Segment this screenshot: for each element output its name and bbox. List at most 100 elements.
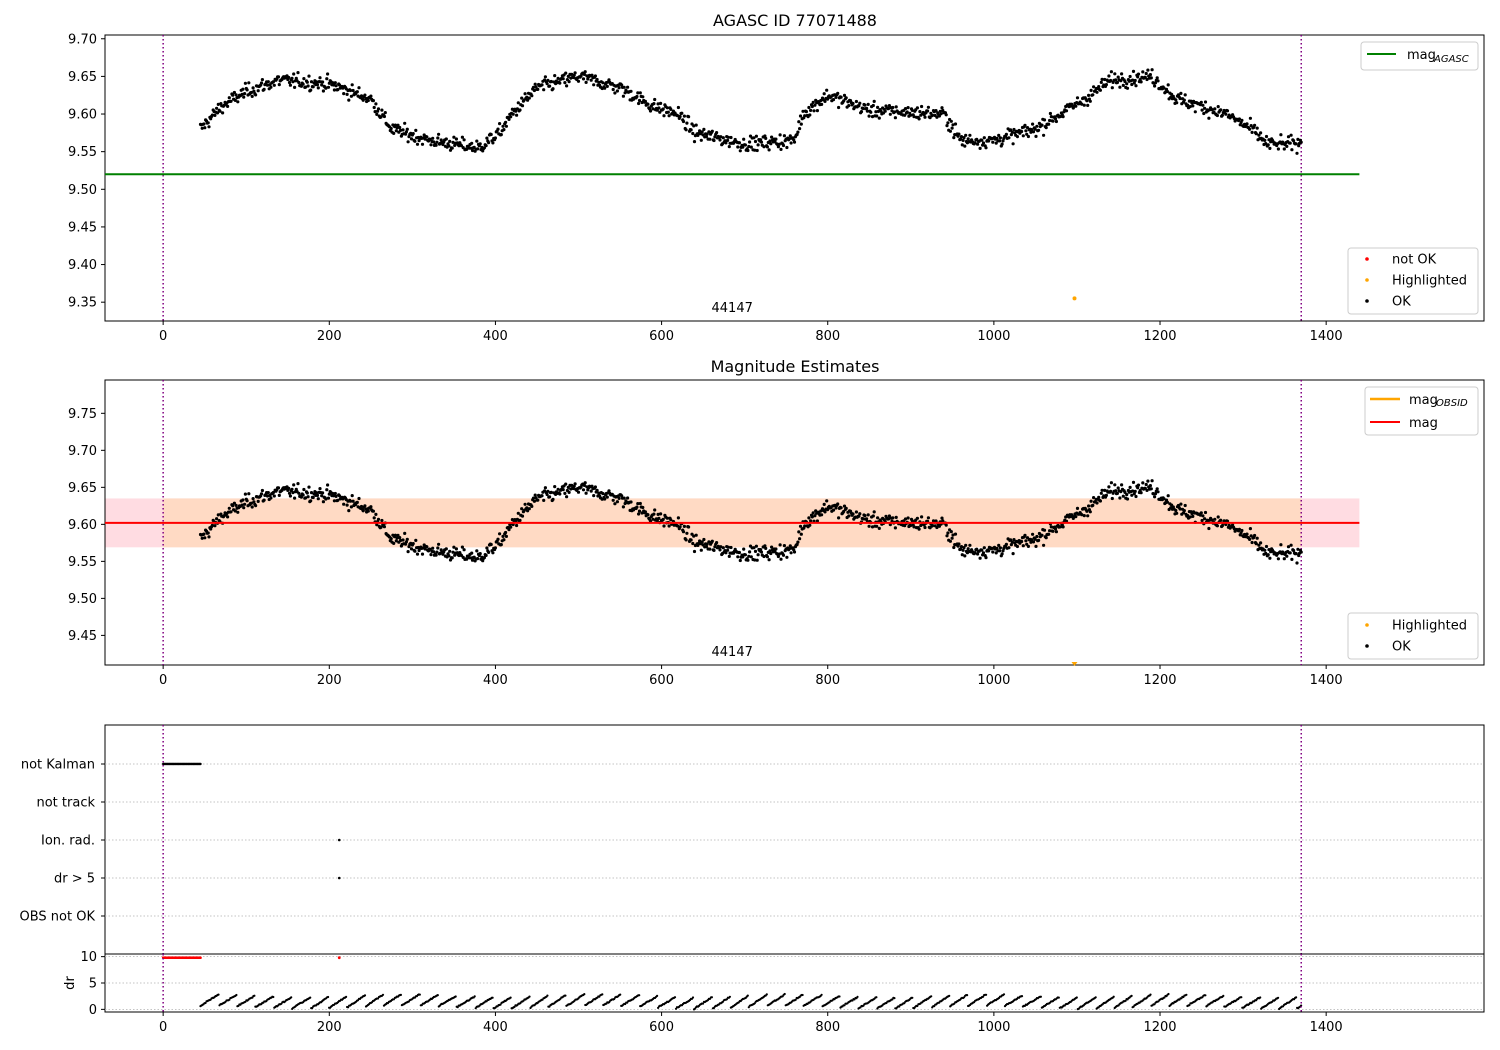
ok-point [1183,93,1187,97]
ok-point [307,74,311,78]
ok-point [966,547,970,551]
ok-point [685,531,689,535]
ok-point [1257,543,1261,547]
panel-4-xtick-label: 1400 [1310,1020,1343,1035]
ok-point [1289,543,1293,547]
ok-point [551,497,555,501]
ok-point [1031,532,1035,536]
ok-point [509,525,513,529]
ok-point [765,555,770,559]
ok-point [707,540,711,544]
ok-point [532,88,537,93]
ok-point [413,139,417,143]
ok-point [629,89,633,93]
ok-point [556,487,560,491]
ok-point [752,136,756,140]
ok-point [1000,142,1004,146]
ok-point [332,494,336,498]
ok-point [1000,552,1004,556]
ok-point [813,514,817,518]
ok-point [1200,108,1204,112]
ok-point [294,76,298,80]
ok-point [704,135,709,139]
ok-point [233,509,237,513]
ok-point [482,556,486,560]
ok-point [415,552,420,556]
ok-point [629,500,633,504]
ok-point [871,103,875,108]
ok-point [834,506,838,510]
ok-point [887,517,891,521]
ok-point [1165,500,1169,504]
ok-point [1026,544,1030,549]
ok-point [910,519,914,523]
ok-point [809,519,813,523]
ok-point [243,502,247,506]
dr-point [916,1004,919,1008]
ok-point [315,80,319,84]
ok-point [1183,503,1187,508]
ok-point [814,98,818,102]
ok-point [1245,532,1249,536]
ok-point [1088,510,1092,514]
ok-point [1253,123,1257,127]
panel-2-xtick-label: 1000 [977,673,1010,688]
ok-point [444,137,448,141]
ok-point [213,524,217,528]
panel-2-ytick-label: 9.50 [68,592,97,607]
ok-point [1156,79,1160,83]
ok-point [684,128,688,132]
ok-point [470,551,474,555]
ok-point [398,125,402,130]
panel-1-xtick-label: 600 [649,329,674,344]
ok-point [1015,135,1020,139]
ok-point [1178,96,1182,101]
ok-point [542,498,546,502]
dr-point [436,994,439,997]
ok-point [551,87,555,91]
ok-point [543,75,548,79]
ok-point [915,106,920,110]
ok-point [792,140,797,144]
ok-point [603,86,607,90]
ok-point [762,145,766,149]
ok-point [770,545,774,549]
ok-point [796,130,800,134]
ok-point [700,130,704,134]
ok-point [394,539,398,543]
panel-2-title: Magnitude Estimates [711,357,880,376]
ok-point [436,546,440,550]
ok-point [373,110,377,114]
ok-point [903,113,907,117]
ok-point [1026,134,1030,139]
ok-point [1253,533,1257,538]
ok-point [379,525,383,529]
ok-point [487,141,491,145]
ok-point [1131,489,1135,493]
ok-point [489,542,493,547]
ok-point [336,498,340,502]
ok-point [912,525,916,529]
dr-point [1112,995,1115,998]
ok-point [724,551,728,555]
ok-point [774,547,778,551]
ok-point [781,553,786,557]
ok-point [1199,100,1203,104]
ok-point [601,81,605,85]
ok-point [949,530,953,534]
dr-point [509,996,512,999]
ok-point [498,122,502,126]
ok-point [1121,83,1125,87]
ok-point [429,553,433,557]
ok-point [404,540,408,544]
ok-point [951,123,955,127]
ok-point [1182,509,1186,513]
ok-point [1009,538,1013,542]
ok-point [1186,514,1190,518]
ok-point [567,80,571,84]
ok-point [995,546,999,551]
ok-point [1155,487,1159,491]
ok-point [393,123,397,127]
ok-point [530,94,534,98]
ok-point [576,79,581,83]
